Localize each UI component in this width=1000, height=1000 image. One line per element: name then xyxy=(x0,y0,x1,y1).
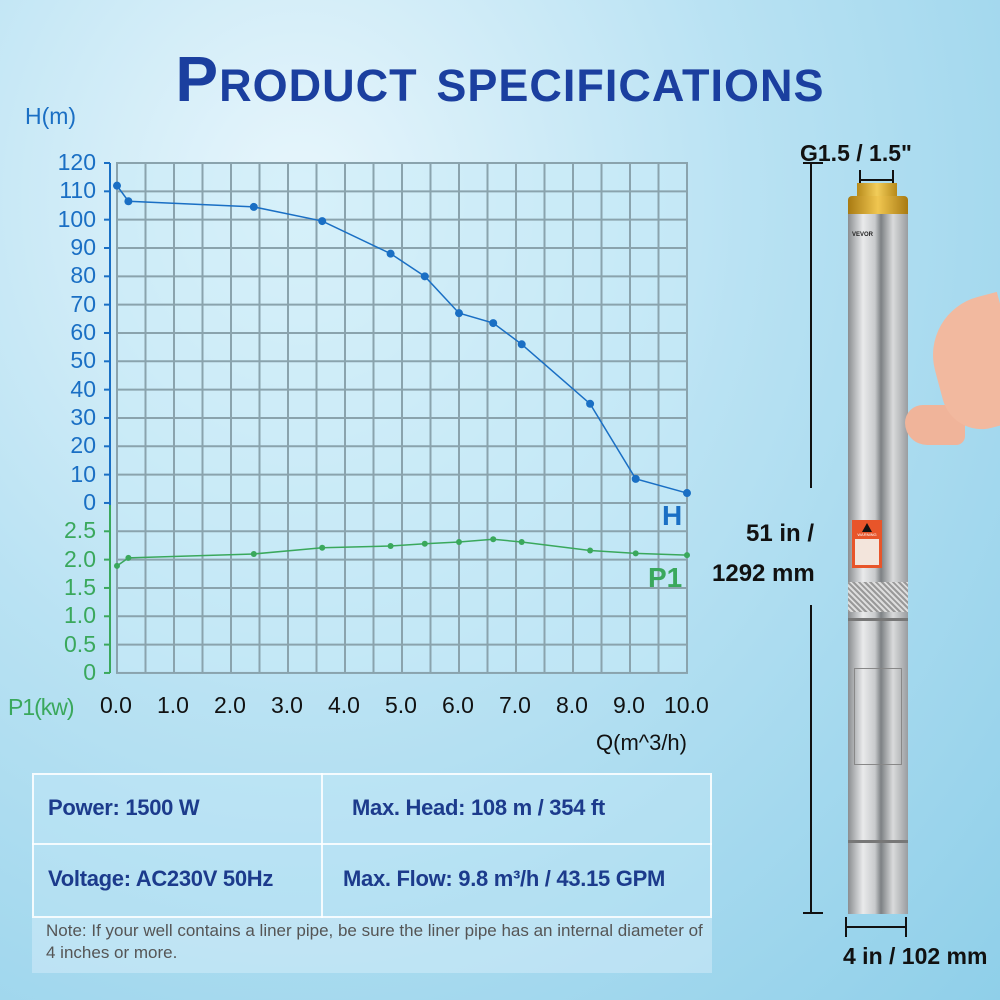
x-tick-label: 7.0 xyxy=(499,692,531,718)
h-axis-label: H(m) xyxy=(25,103,77,129)
data-point-p1 xyxy=(684,552,690,559)
data-point-h xyxy=(631,474,640,483)
x-tick-label: 9.0 xyxy=(613,692,645,718)
data-point-p1 xyxy=(319,544,326,551)
p1-axis-label: P1(kw) xyxy=(8,694,75,720)
data-point-h xyxy=(318,217,327,226)
h-tick-label: 70 xyxy=(70,290,96,317)
h-tick-label: 110 xyxy=(59,177,96,204)
x-tick-label: 5.0 xyxy=(385,692,417,718)
row-divider xyxy=(32,843,712,845)
spec-voltage: Voltage: AC230V 50Hz xyxy=(48,866,274,891)
outlet-size-label: G1.5 / 1.5" xyxy=(800,140,912,166)
outlet-thread xyxy=(857,183,897,197)
x-tick-label: 3.0 xyxy=(271,692,303,718)
spec-table: Power: 1500 W Max. Head: 108 m / 354 ft … xyxy=(32,773,712,973)
x-tick-label: 6.0 xyxy=(442,692,474,718)
x-axis-label: Q(m^3/h) xyxy=(596,730,687,755)
length-inches-label: 51 in / xyxy=(746,520,815,547)
warning-icon xyxy=(862,523,872,532)
p1-tick-label: 0.5 xyxy=(64,630,96,657)
length-line-upper xyxy=(810,163,812,488)
series-line-h xyxy=(116,185,688,494)
warning-label: WARNING xyxy=(852,520,882,568)
liner-pipe-note: Note: If your well contains a liner pipe… xyxy=(46,921,703,962)
h-tick-label: 80 xyxy=(70,262,96,289)
data-point-p1 xyxy=(587,547,594,554)
x-tick-label: 8.0 xyxy=(556,692,588,718)
intake-screen xyxy=(848,582,908,612)
page-title: Product specifications xyxy=(175,43,825,115)
p1-tick-label: 2.5 xyxy=(64,517,96,544)
warning-text-block xyxy=(855,539,879,565)
h-tick-label: 120 xyxy=(57,149,96,175)
data-point-p1 xyxy=(490,536,497,543)
spec-power: Power: 1500 W xyxy=(48,795,200,820)
warning-text: WARNING xyxy=(857,532,877,537)
brand-label: VEVOR xyxy=(852,232,874,238)
note-background xyxy=(32,918,712,973)
data-point-h xyxy=(124,197,133,206)
data-point-p1 xyxy=(387,543,394,550)
data-point-h xyxy=(489,319,498,328)
data-point-p1 xyxy=(250,550,257,557)
x-tick-label: 10.0 xyxy=(664,692,709,718)
data-point-p1 xyxy=(456,539,462,546)
series-line-p1 xyxy=(116,538,688,567)
length-line-lower xyxy=(810,605,812,913)
p1-tick-label: 2.0 xyxy=(64,545,96,572)
motor-label xyxy=(854,668,902,765)
outlet-bracket-line xyxy=(859,179,894,181)
length-bottom-tick xyxy=(803,912,823,914)
spec-table-border xyxy=(32,773,712,918)
data-point-p1 xyxy=(114,562,120,569)
body-seam xyxy=(848,618,908,621)
length-mm-label: 1292 mm xyxy=(712,560,815,587)
x-tick-label: 1.0 xyxy=(157,692,189,718)
data-point-p1 xyxy=(125,554,132,561)
h-tick-label: 50 xyxy=(70,347,96,374)
data-point-h xyxy=(386,249,395,258)
data-point-h xyxy=(683,489,691,498)
p1-series-label: P1 xyxy=(648,562,683,593)
data-point-p1 xyxy=(421,540,428,547)
brass-cap xyxy=(848,196,908,214)
diameter-bracket-line xyxy=(845,926,907,928)
diameter-label: 4 in / 102 mm xyxy=(843,943,988,969)
p1-tick-label: 1.5 xyxy=(64,573,96,600)
h-tick-label: 40 xyxy=(70,375,96,402)
x-tick-label: 0.0 xyxy=(100,692,132,718)
length-top-tick xyxy=(803,162,823,164)
h-tick-label: 10 xyxy=(70,460,96,487)
data-point-h xyxy=(586,399,595,408)
h-tick-label: 0 xyxy=(83,488,96,515)
spec-max-flow: Max. Flow: 9.8 m³/h / 43.15 GPM xyxy=(343,866,666,891)
x-tick-label: 4.0 xyxy=(328,692,360,718)
p1-tick-label: 0 xyxy=(83,658,96,685)
p1-tick-label: 1.0 xyxy=(64,602,96,629)
data-point-h xyxy=(420,272,429,281)
h-tick-label: 90 xyxy=(70,233,96,260)
h-tick-label: 20 xyxy=(70,432,96,459)
data-point-p1 xyxy=(518,539,525,546)
h-tick-label: 100 xyxy=(57,205,96,232)
data-point-h xyxy=(517,340,526,349)
h-tick-label: 60 xyxy=(70,318,96,345)
spec-max-head: Max. Head: 108 m / 354 ft xyxy=(352,795,605,820)
h-series-label: H xyxy=(662,500,683,531)
column-divider xyxy=(321,773,323,918)
h-tick-label: 30 xyxy=(70,403,96,430)
x-tick-label: 2.0 xyxy=(214,692,246,718)
data-point-h xyxy=(249,202,258,211)
body-seam-lower xyxy=(848,840,908,843)
data-point-p1 xyxy=(632,550,639,557)
data-point-h xyxy=(455,309,463,318)
data-point-h xyxy=(113,181,121,190)
